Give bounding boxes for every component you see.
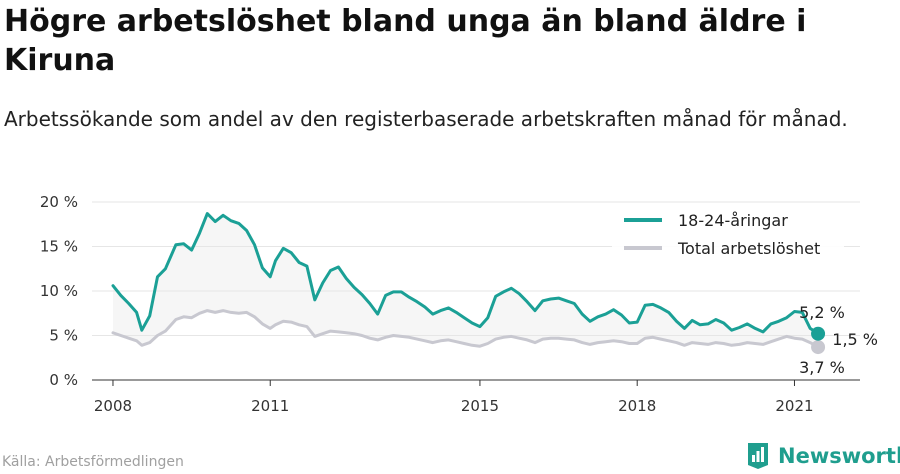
chart-subtitle: Arbetssökande som andel av den registerb… [4, 107, 848, 131]
end-label-total: 3,7 % [799, 358, 845, 377]
y-tick-label: 20 % [40, 193, 78, 211]
end-label-18-24: 5,2 % [799, 303, 845, 322]
y-axis-ticks: 0 % 5 % 10 % 15 % 20 % [40, 193, 78, 389]
chart-title: Högre arbetslöshet bland unga än bland ä… [4, 4, 807, 78]
end-dot-total [811, 340, 826, 355]
brand-logo: Newsworthy [746, 440, 900, 472]
x-tick-label: 2011 [251, 397, 289, 415]
legend-label: 18-24-åringar [678, 211, 788, 230]
series-line-18-24 [111, 212, 820, 336]
x-tick-label: 2015 [461, 397, 499, 415]
difference-label: 1,5 % [832, 330, 878, 349]
y-tick-label: 10 % [40, 282, 78, 300]
newsworthy-logo-icon [748, 443, 768, 469]
x-tick-label: 2021 [775, 397, 813, 415]
y-tick-label: 0 % [49, 371, 78, 389]
y-tick-label: 15 % [40, 238, 78, 256]
legend-label: Total arbetslöshet [677, 239, 820, 258]
x-tick-label: 2008 [94, 397, 132, 415]
y-tick-label: 5 % [49, 327, 78, 345]
end-dot-18-24 [811, 326, 826, 341]
legend-background [612, 204, 844, 266]
x-axis-ticks: 2008 2011 2015 2018 2021 [94, 380, 814, 415]
source-credit: Källa: Arbetsförmedlingen [2, 454, 184, 470]
series-lines [111, 212, 820, 349]
x-tick-label: 2018 [618, 397, 656, 415]
brand-name: Newsworthy [778, 444, 900, 468]
end-markers: 5,2 % 1,5 % 3,7 % [799, 303, 878, 377]
series-line-total [111, 309, 820, 349]
legend: 18-24-åringar Total arbetslöshet [612, 204, 844, 266]
